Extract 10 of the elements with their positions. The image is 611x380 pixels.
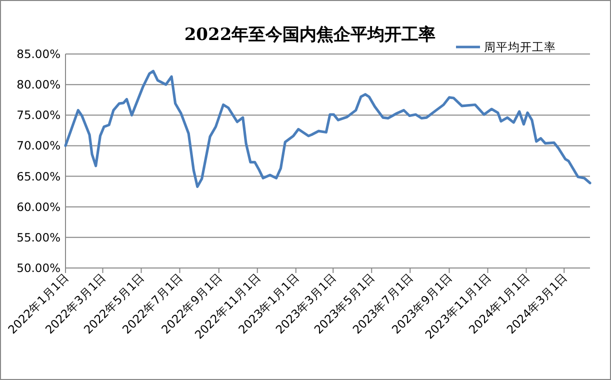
y-tick-label: 65.00% xyxy=(16,169,61,184)
y-tick-label: 50.00% xyxy=(16,261,61,275)
y-tick-label: 70.00% xyxy=(16,138,61,153)
y-tick-label: 85.00% xyxy=(16,47,61,61)
y-tick-label: 60.00% xyxy=(16,200,61,214)
legend-label: 周平均开工率 xyxy=(484,40,556,54)
chart-title: 2022年至今国内焦企平均开工率 xyxy=(184,25,436,45)
y-tick-label: 75.00% xyxy=(16,108,61,122)
y-tick-label: 55.00% xyxy=(16,230,61,244)
y-tick-label: 80.00% xyxy=(16,78,61,92)
